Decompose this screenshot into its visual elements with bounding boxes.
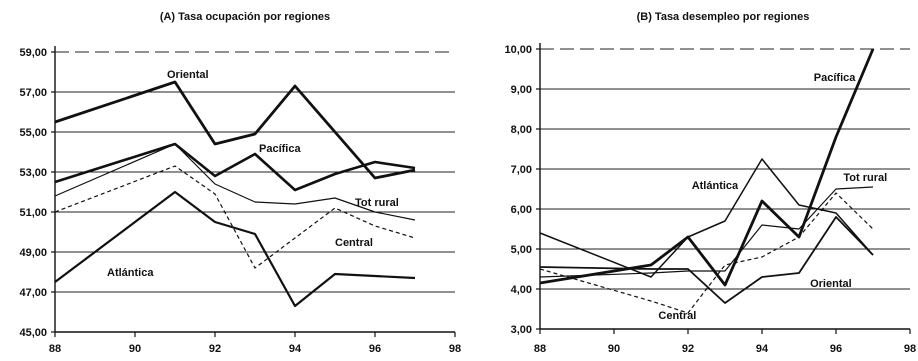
series-line-tot-rural (54, 143, 416, 221)
y-tick-label: 7,00 (511, 164, 532, 176)
y-tick-label: 47,00 (19, 287, 47, 299)
series-label-oriental: Oriental (810, 278, 852, 290)
series-label-tot-rural: Tot rural (355, 197, 399, 209)
y-tick-label: 55,00 (19, 127, 47, 139)
series-label-tot-rural: Tot rural (843, 172, 887, 184)
series-label-oriental: Oriental (167, 69, 209, 81)
y-tick-label: 59,00 (19, 47, 47, 59)
series-label-atlantica: Atlántica (107, 267, 154, 279)
series-label-pacifica: Pacífica (259, 143, 301, 155)
series-line-atlantica (54, 190, 416, 308)
series-line-central (54, 165, 416, 269)
x-tick-label: 88 (49, 343, 61, 355)
x-tick-label: 96 (369, 343, 381, 355)
series-line-pacifica (539, 48, 875, 287)
x-tick-label: 90 (608, 343, 620, 355)
x-tick-label: 88 (534, 343, 546, 355)
y-tick-label: 8,00 (511, 124, 532, 136)
series-label-central: Central (658, 310, 696, 322)
y-tick-label: 3,00 (511, 324, 532, 336)
y-tick-label: 53,00 (19, 167, 47, 179)
y-tick-label: 6,00 (511, 204, 532, 216)
y-tick-label: 57,00 (19, 87, 47, 99)
x-tick-label: 98 (904, 343, 916, 355)
panel-b-desempleo: (B) Tasa desempleo por regiones 3,00 4,00 5… (504, 11, 916, 355)
x-tick-label: 96 (830, 343, 842, 355)
y-tick-label: 4,00 (511, 284, 532, 296)
series-line-oriental (539, 216, 874, 304)
chart-title: (B) Tasa desempleo por regiones (637, 11, 810, 23)
x-tick-label: 94 (289, 343, 302, 355)
y-tick-label: 9,00 (511, 84, 532, 96)
y-tick-label: 49,00 (19, 247, 47, 259)
y-tick-label: 51,00 (19, 207, 47, 219)
y-tick-label: 10,00 (504, 44, 532, 56)
x-tick-label: 94 (756, 343, 769, 355)
series-line-central (539, 192, 874, 314)
series-line-oriental (54, 80, 416, 180)
series-line-pacifica (54, 142, 416, 192)
series-label-atlantica: Atlántica (692, 180, 739, 192)
series-line-tot-rural (539, 186, 874, 278)
series-line-atlantica (539, 158, 874, 278)
y-tick-label: 45,00 (19, 327, 47, 339)
x-tick-label: 90 (129, 343, 141, 355)
x-tick-label: 98 (449, 343, 461, 355)
x-tick-label: 92 (682, 343, 694, 355)
panel-a-ocupacion: (A) Tasa ocupación por regiones 45,00 47,0… (19, 11, 461, 355)
chart-title: (A) Tasa ocupación por regiones (160, 11, 330, 23)
series-label-central: Central (335, 237, 373, 249)
series-label-pacifica: Pacífica (814, 72, 856, 84)
y-tick-label: 5,00 (511, 244, 532, 256)
x-tick-label: 92 (209, 343, 221, 355)
